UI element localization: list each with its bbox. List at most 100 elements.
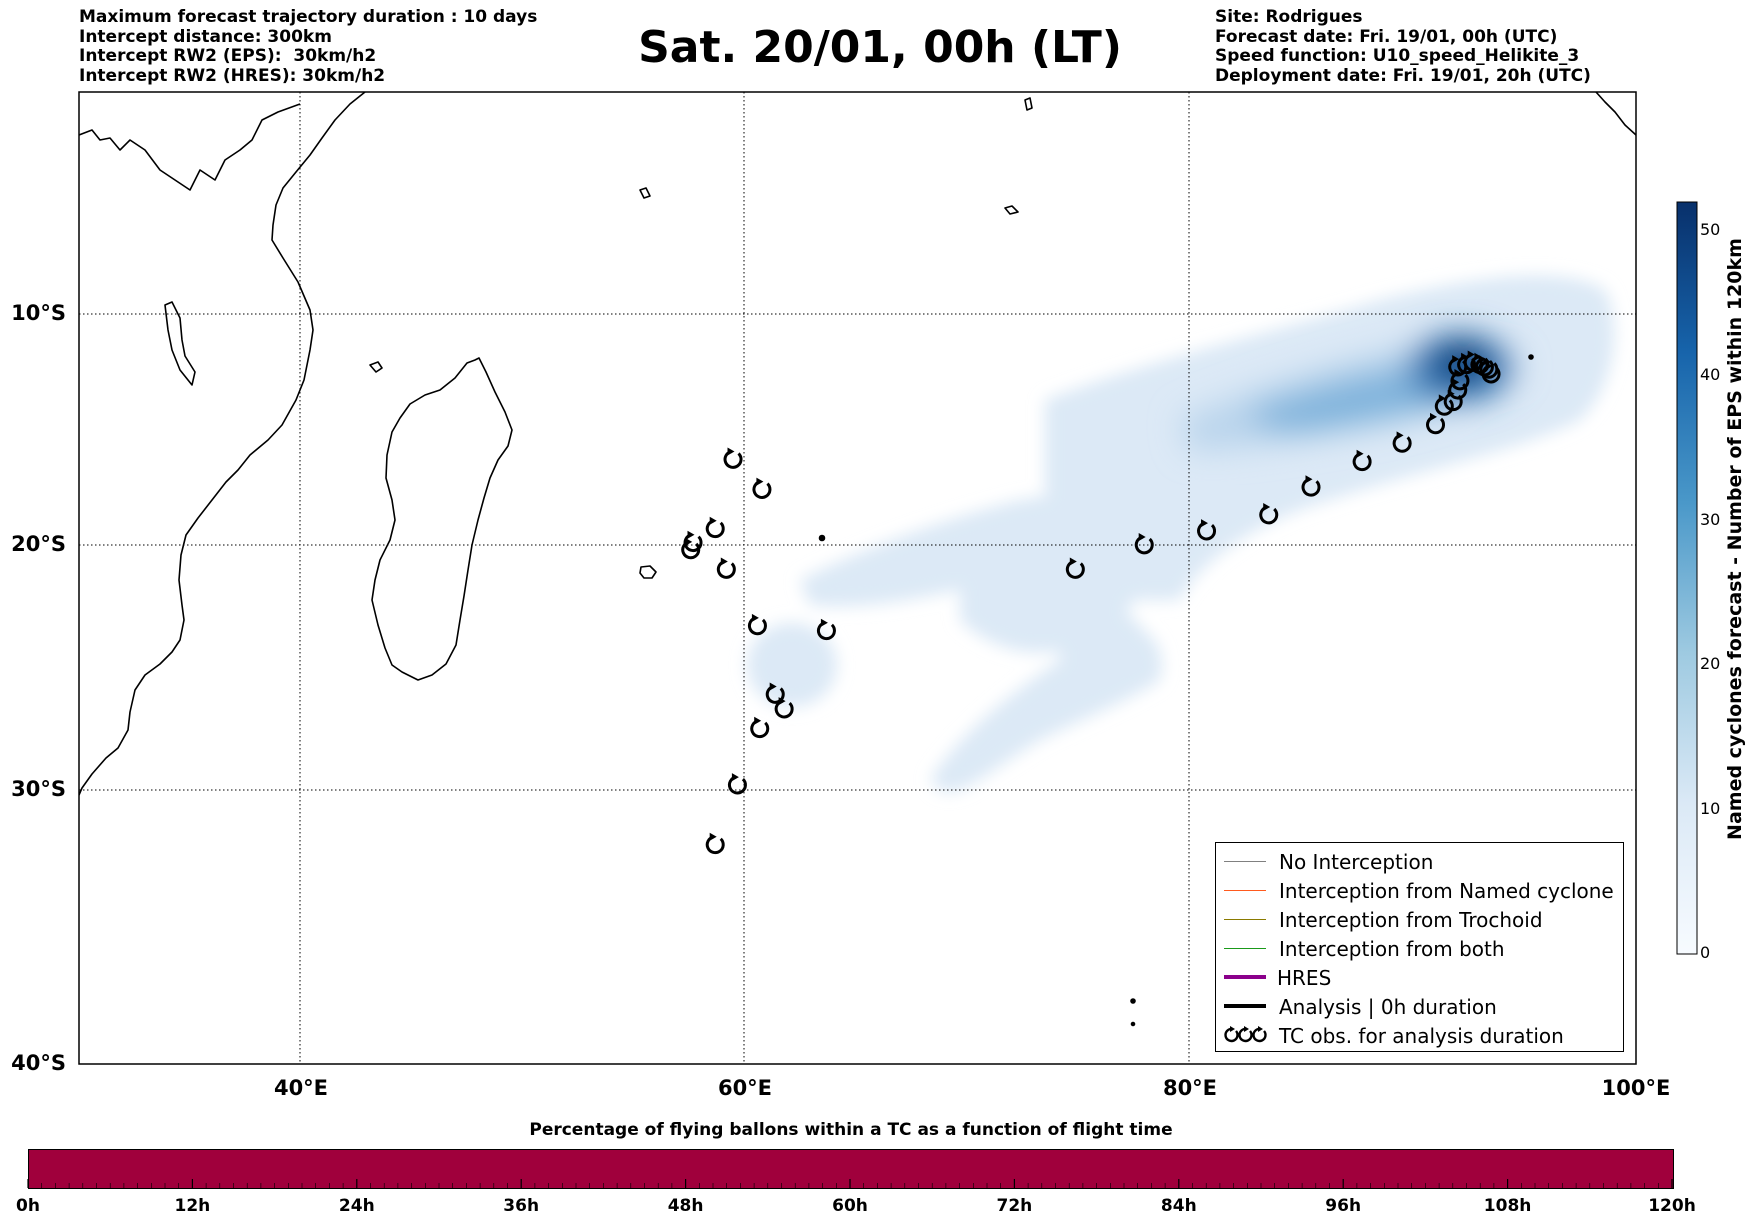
header-left-line: Intercept RW2 (HRES): 30km/h2 [79,65,386,86]
density-loop-south [1037,596,1150,674]
seychelles-island [639,187,651,199]
comoros-island [369,361,383,373]
tc-obs-symbol [1134,533,1154,555]
legend-swatch [1224,890,1266,891]
tc-obs-symbol [681,537,701,560]
tc-obs-symbol [1481,362,1501,384]
tc-obs-symbol [1392,431,1412,453]
lat-label: 40°S [11,1051,66,1075]
legend-swatch [1224,1004,1266,1008]
legend-swatch [1224,975,1266,979]
legend-item: Analysis | 0h duration [1216,992,1623,1021]
rodrigues-island [1528,354,1534,360]
header-right-line: Speed function: U10_speed_Helikite_3 [1215,46,1580,66]
flight-time-tick-label: 120h [1648,1196,1696,1216]
flight-time-tick-label: 36h [503,1196,540,1216]
madagascar-coastline [371,357,513,681]
density-blob-southwest [747,623,837,707]
flight-time-tick-label: 24h [338,1196,375,1216]
tc-obs-symbol [1197,519,1217,541]
tc-obs-symbol [705,832,725,855]
legend-swatch [1224,948,1266,949]
colorbar-tick: 10 [1700,799,1721,818]
flight-time-tick-label: 108h [1483,1196,1532,1216]
tc-obs-symbol [727,773,747,795]
flight-time-tick-label: 12h [174,1196,211,1216]
lon-label: 100°E [1601,1076,1671,1100]
coastlines [79,92,1636,1027]
tc-obs-symbol [1426,412,1446,435]
tc-obs-symbol [1457,352,1477,375]
tc-obs-symbol [1434,394,1454,416]
tc-obs-symbol [747,613,767,636]
legend-item: Interception from both [1216,934,1623,963]
tc-symbol-icon [1224,1026,1267,1043]
colorbar-tick: 50 [1700,220,1721,239]
legend-label: Interception from Trochoid [1279,908,1543,932]
tc-obs-symbol [750,716,770,739]
tc-obs-symbol [765,682,785,704]
header-left-info: Maximum forecast trajectory duration : 1… [79,7,537,86]
colorbar [1676,201,1698,955]
density-plume-west [800,490,1180,607]
legend-item: No Interception [1216,847,1623,876]
lon-label: 80°E [1162,1076,1218,1100]
reunion-island [818,534,826,542]
legend: No Interception Interception from Named … [1215,842,1624,1052]
colorbar-tick: 20 [1700,654,1721,673]
flight-time-bar-ticks [27,1179,1673,1188]
colorbar-title: Named cyclones forecast - Number of EPS … [1724,238,1746,840]
tc-obs-symbol [1065,557,1085,579]
tc-observation-symbols [681,350,1501,855]
sumatra-coast [1595,92,1636,136]
map-frame [78,91,1637,1065]
legend-item: HRES [1216,963,1623,992]
flight-time-tick-label: 96h [1325,1196,1362,1216]
tc-obs-symbol [816,618,836,641]
colorbar-tick: 40 [1700,365,1721,384]
legend-label: Analysis | 0h duration [1279,995,1497,1019]
colorbar-tick: 30 [1700,510,1721,529]
header-left-line: Intercept RW2 (EPS): 30km/h2 [79,46,377,66]
legend-item: TC obs. for analysis duration [1216,1021,1623,1050]
mauritius-island [639,565,657,579]
legend-label: HRES [1277,966,1332,990]
lat-label: 10°S [11,301,66,325]
chagos-island [1004,205,1019,215]
tc-obs-symbol [1301,475,1321,497]
lat-label: 20°S [11,532,66,556]
legend-label: No Interception [1279,850,1434,874]
header-right-line: Forecast date: Fri. 19/01, 00h (UTC) [1215,26,1558,47]
tc-obs-symbol [774,697,794,719]
amsterdam-island [1130,998,1136,1004]
tc-obs-symbol [716,557,736,579]
zanzibar-island [164,301,196,386]
lon-label: 40°E [273,1076,329,1100]
lat-label: 30°S [11,777,66,801]
tc-obs-symbol [1259,503,1279,525]
header-right-info: Site: Rodrigues Forecast date: Fri. 19/0… [1215,7,1591,86]
maldives-island [1024,97,1033,111]
header-right-line: Site: Rodrigues [1215,7,1363,27]
colorbar-tick: 0 [1700,943,1711,962]
africa-coastline [79,92,366,796]
tc-obs-symbol [1352,449,1372,472]
legend-label: TC obs. for analysis duration [1279,1024,1564,1048]
header-right-line: Deployment date: Fri. 19/01, 20h (UTC) [1215,65,1591,86]
flight-time-tick-label: 72h [996,1196,1033,1216]
tc-obs-symbol [752,477,772,499]
density-east-lobe [1460,275,1613,410]
graticule [79,92,1636,1064]
legend-swatch [1224,861,1266,862]
legend-swatch [1224,919,1266,920]
legend-label: Interception from both [1279,937,1505,961]
tc-obs-symbol [705,516,725,539]
tc-obs-symbol [723,447,743,469]
flight-time-tick-label: 60h [832,1196,868,1216]
st-paul-island [1130,1021,1136,1027]
flight-time-tick-label: 0h [16,1196,40,1216]
legend-item: Interception from Named cyclone [1216,876,1623,905]
tc-obs-symbol [683,530,703,552]
map-title: Sat. 20/01, 00h (LT) [638,22,1122,73]
